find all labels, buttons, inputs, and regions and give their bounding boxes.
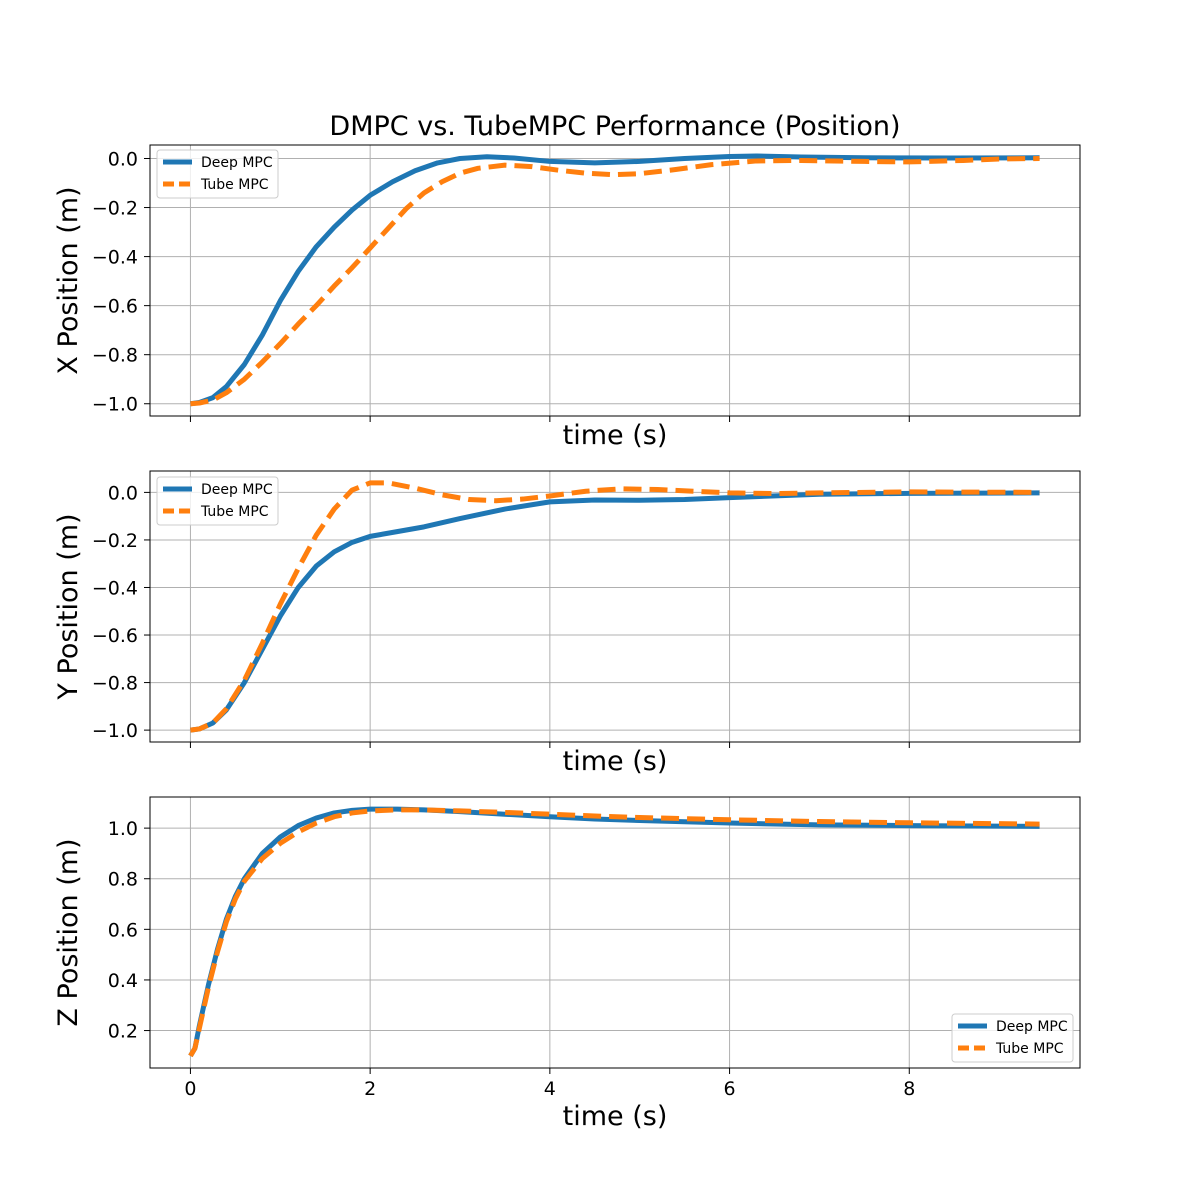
y-y-tick-label: −0.4 bbox=[92, 577, 138, 599]
z-y-tick-label: 0.8 bbox=[108, 869, 138, 891]
z-position-panel: 0 2 4 6 8 0.2 0.4 0.6 0.8 1.0 time (s) Z Position (… bbox=[53, 796, 1081, 1132]
x-legend: Deep MPC Tube MPC bbox=[156, 149, 279, 199]
x-y-tick-label: −0.8 bbox=[92, 345, 138, 367]
x-x-axis-label: time (s) bbox=[563, 420, 668, 451]
z-x-axis-label: time (s) bbox=[563, 1101, 668, 1132]
y-series-tube-mpc-line bbox=[190, 480, 1040, 733]
figure-title: DMPC vs. TubeMPC Performance (Position) bbox=[329, 111, 900, 142]
y-x-axis-label: time (s) bbox=[563, 746, 668, 777]
y-y-tick-label: −0.8 bbox=[92, 673, 138, 695]
y-y-axis-label: Y Position (m) bbox=[53, 513, 84, 700]
y-y-tick-label: 0.0 bbox=[108, 482, 138, 504]
z-y-tick-label: 0.4 bbox=[108, 970, 138, 992]
y-y-tick-label: −0.2 bbox=[92, 530, 138, 552]
x-position-panel: −1.0 −0.8 −0.6 −0.4 −0.2 0.0 time (s) X Positio… bbox=[53, 144, 1081, 451]
z-x-tick-label: 8 bbox=[903, 1078, 915, 1100]
x-y-axis-label: X Position (m) bbox=[53, 186, 84, 374]
y-legend-label-tube-mpc: Tube MPC bbox=[200, 504, 269, 520]
x-axes-frame bbox=[149, 144, 1081, 417]
z-axes-frame bbox=[149, 796, 1081, 1069]
x-y-tick-label: −0.2 bbox=[92, 198, 138, 220]
y-legend: Deep MPC Tube MPC bbox=[156, 476, 279, 526]
x-series-deep-mpc-line bbox=[190, 153, 1040, 407]
x-y-tick-label: −0.4 bbox=[92, 247, 138, 269]
z-x-tick-label: 2 bbox=[364, 1078, 376, 1100]
x-legend-label-deep-mpc: Deep MPC bbox=[201, 155, 273, 171]
x-series-tube-mpc-line bbox=[190, 155, 1040, 407]
z-y-axis-label: Z Position (m) bbox=[53, 838, 84, 1026]
y-axes-frame bbox=[149, 470, 1081, 743]
x-y-tick-label: −1.0 bbox=[92, 394, 138, 416]
x-legend-label-tube-mpc: Tube MPC bbox=[200, 177, 269, 193]
y-y-tick-label: −1.0 bbox=[92, 720, 138, 742]
z-series-tube-mpc-line bbox=[188, 807, 1040, 1058]
z-legend-label-tube-mpc: Tube MPC bbox=[995, 1041, 1064, 1057]
z-x-tick-label: 0 bbox=[184, 1078, 196, 1100]
z-legend: Deep MPC Tube MPC bbox=[951, 1013, 1074, 1063]
y-legend-label-deep-mpc: Deep MPC bbox=[201, 482, 273, 498]
z-y-tick-label: 0.6 bbox=[108, 919, 138, 941]
z-y-tick-label: 0.2 bbox=[108, 1021, 138, 1043]
y-y-tick-label: −0.6 bbox=[92, 625, 138, 647]
y-position-panel: −1.0 −0.8 −0.6 −0.4 −0.2 0.0 time (s) Y Positio… bbox=[53, 470, 1081, 777]
z-y-tick-label: 1.0 bbox=[108, 818, 138, 840]
x-y-tick-label: −0.6 bbox=[92, 296, 138, 318]
z-x-tick-label: 4 bbox=[544, 1078, 556, 1100]
z-legend-label-deep-mpc: Deep MPC bbox=[996, 1019, 1068, 1035]
x-y-tick-label: 0.0 bbox=[108, 148, 138, 170]
z-x-tick-label: 6 bbox=[724, 1078, 736, 1100]
